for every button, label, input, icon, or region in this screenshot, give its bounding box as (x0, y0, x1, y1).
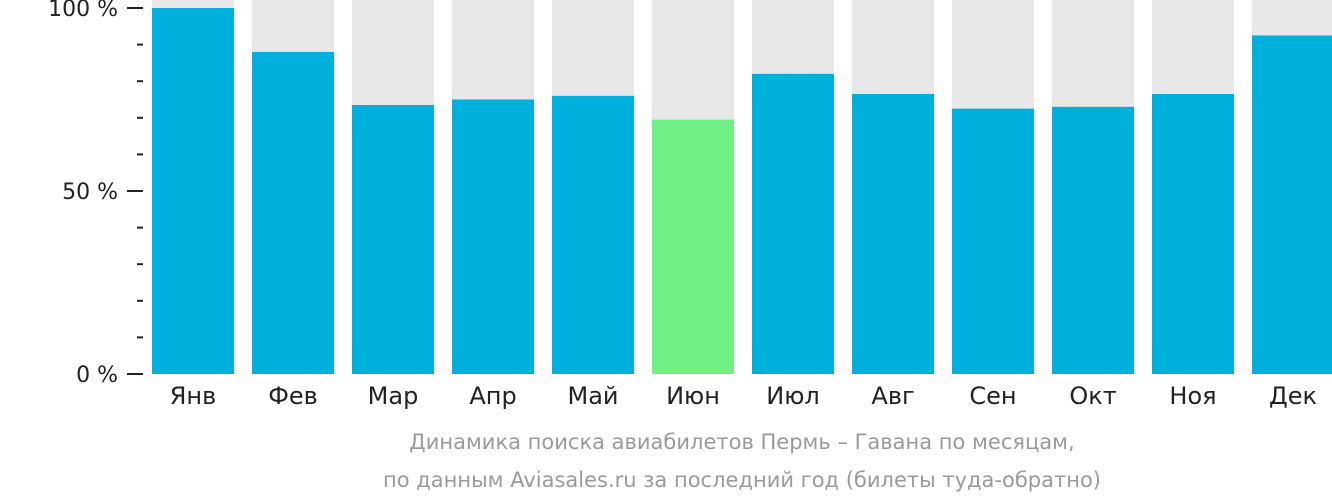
y-tick-label: 100 % (48, 0, 118, 22)
y-axis: 0 % 50 % 100 % (48, 0, 143, 388)
bar-5 (552, 95, 634, 374)
x-tick-label: Авг (871, 382, 914, 410)
bar-7 (752, 73, 834, 374)
x-tick-label: Июн (666, 382, 720, 410)
x-tick-label: Июл (766, 382, 820, 410)
bar-4 (452, 99, 534, 374)
x-tick-label: Мар (368, 382, 419, 410)
bar-10 (1052, 106, 1134, 374)
bar-12 (1252, 35, 1332, 374)
chart-caption-line2: по данным Aviasales.ru за последний год … (383, 468, 1101, 492)
bar-8 (852, 94, 934, 374)
bar-2 (252, 51, 334, 375)
x-tick-label: Фев (268, 382, 318, 410)
chart-caption-line1: Динамика поиска авиабилетов Пермь – Гава… (409, 430, 1075, 454)
bar-3 (352, 104, 434, 375)
bar-9 (952, 108, 1034, 375)
x-tick-label: Окт (1069, 382, 1116, 410)
bar-6 (652, 119, 734, 374)
bar-1 (152, 8, 234, 374)
x-tick-label: Янв (170, 382, 217, 410)
x-axis-labels: Янв Фев Мар Апр Май Июн Июл Авг Сен Окт Ноя Дек (170, 382, 1317, 410)
x-tick-label: Сен (969, 382, 1016, 410)
y-tick-label: 50 % (62, 180, 118, 205)
x-tick-label: Ноя (1169, 382, 1216, 410)
x-tick-label: Май (567, 382, 618, 410)
y-tick-label: 0 % (76, 363, 118, 388)
bar-11 (1152, 94, 1234, 374)
data-bars (152, 8, 1332, 375)
x-tick-label: Дек (1269, 382, 1317, 410)
x-tick-label: Апр (469, 382, 516, 410)
